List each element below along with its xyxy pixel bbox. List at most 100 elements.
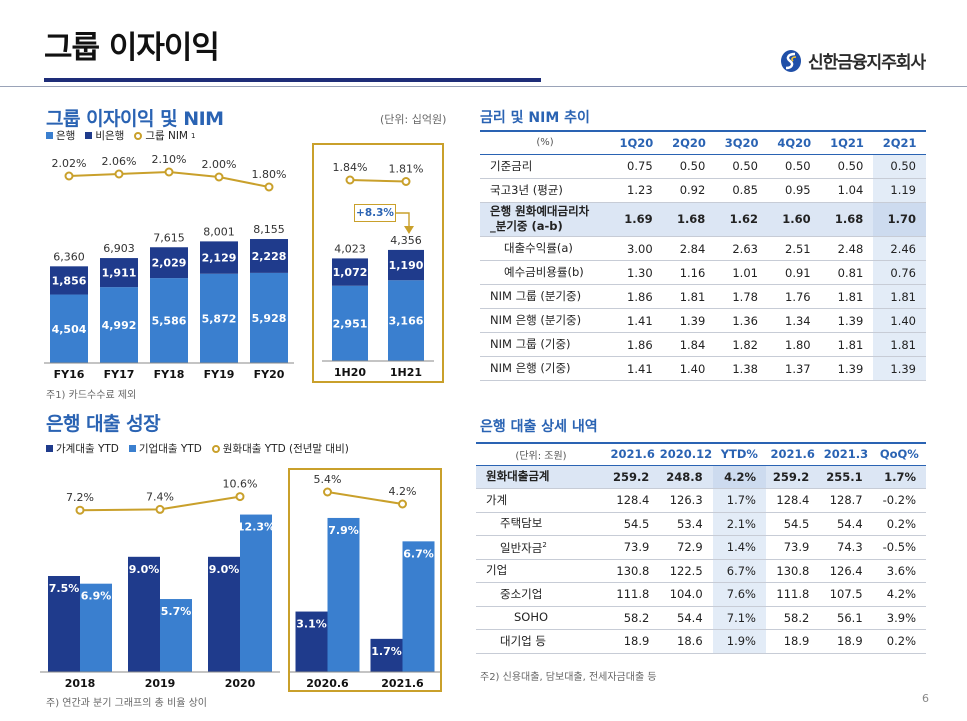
table-cell: 128.4 xyxy=(765,488,820,513)
nim-point-1H21 xyxy=(401,177,411,186)
table-cell: 1.81 xyxy=(873,332,926,358)
table-cell: 111.8 xyxy=(606,582,660,607)
legend-nonbank-label: 비은행 xyxy=(95,130,125,142)
table-cell: 1.69 xyxy=(610,202,663,238)
legend-bank: 은행 xyxy=(46,128,75,143)
nim-point-1H20 xyxy=(345,175,355,185)
bar-bank-FY20 xyxy=(250,272,288,363)
row-label: 기준금리 xyxy=(480,154,610,179)
table-cell: 0.91 xyxy=(767,260,821,286)
table-cell: 2.48 xyxy=(820,236,874,262)
krw-label-2019: 7.4% xyxy=(146,490,174,503)
row-label: 중소기업 xyxy=(476,582,606,607)
table-header-cell: 2021.3 xyxy=(819,442,873,466)
table-cell: 0.92 xyxy=(662,178,716,203)
table-row: NIM 은행 (분기중) 1.41 1.39 1.36 1.34 1.39 1.40 xyxy=(480,308,926,334)
table-cell: 1.39 xyxy=(820,308,874,334)
label-household-2020.6: 3.1% xyxy=(296,618,327,631)
table-cell: 58.2 xyxy=(765,606,820,630)
table-cell: 4.2% xyxy=(872,582,926,607)
table-cell: 54.5 xyxy=(606,512,660,536)
legend-bank-swatch xyxy=(46,132,53,139)
bar-household-2020.6 xyxy=(295,611,328,672)
label-bank-1H21: 3,166 xyxy=(389,315,424,328)
bar-bank-FY18 xyxy=(150,278,188,363)
table-cell: 73.9 xyxy=(765,535,820,560)
label-total-1H21: 4,356 xyxy=(390,234,422,247)
legend-krw-marker xyxy=(211,444,220,453)
table-cell: 0.95 xyxy=(767,178,821,203)
bar-bank-FY16 xyxy=(50,294,88,363)
label-corporate-2018: 6.9% xyxy=(81,590,112,603)
rates-table-title: 금리 및 NIM 추이 xyxy=(480,110,590,126)
row-label: NIM 은행 (분기중) xyxy=(480,308,610,334)
table-cell: 1.36 xyxy=(715,308,768,334)
table-cell: 1.60 xyxy=(767,202,821,238)
table-cell: 130.8 xyxy=(765,559,820,583)
table-cell: 73.9 xyxy=(606,535,660,560)
interest-footnote: 주1) 카드수수료 제외 xyxy=(46,390,137,401)
table-cell: 1.84 xyxy=(662,332,716,358)
table-cell: 128.4 xyxy=(606,488,660,513)
header-divider xyxy=(0,86,967,87)
table-cell: 1.16 xyxy=(662,260,716,286)
row-label: 가계 xyxy=(476,488,606,513)
table-cell: 1.39 xyxy=(873,356,926,382)
krw-label-2020.6: 5.4% xyxy=(314,473,342,486)
annual-interest-chart: 4,504 1,856 6,360 FY16 4,992 1,911 6,903 FY17 5,… xyxy=(44,153,294,381)
table-cell: 1.01 xyxy=(715,260,768,286)
interest-section-title: 그룹 이자이익 및 NIM xyxy=(46,108,224,130)
table-cell: 1.81 xyxy=(873,284,926,310)
nim-point-FY18 xyxy=(164,167,174,177)
nim-point-FY19 xyxy=(214,172,224,182)
table-cell: 1.82 xyxy=(715,332,768,358)
bar-household-2020 xyxy=(208,556,240,672)
table-cell: 2.51 xyxy=(767,236,821,262)
table-cell: 1.40 xyxy=(662,356,716,382)
legend-household-swatch xyxy=(46,445,53,452)
legend-household: 가계대출 YTD xyxy=(46,441,119,456)
row-label: 일반자금2 xyxy=(476,535,606,560)
table-row: 일반자금2 73.9 72.9 1.4% 73.9 74.3 -0.5% xyxy=(476,535,926,560)
table-cell: 1.38 xyxy=(715,356,768,382)
table-cell: 1.39 xyxy=(662,308,716,334)
bar-household-2018 xyxy=(48,576,80,672)
table-cell: 74.3 xyxy=(819,535,873,560)
row-label: 대기업 등 xyxy=(476,629,606,654)
table-cell: 54.5 xyxy=(765,512,820,536)
label-nonbank-FY20: 2,228 xyxy=(252,250,287,263)
bar-corporate-2021.6 xyxy=(402,541,435,672)
annual-loan-growth-chart: 7.5%6.9% 2018 9.0% 5.7% 2019 9.0% 12.3% 2020 7.2… xyxy=(40,478,280,690)
label-total-FY18: 7,615 xyxy=(153,231,185,244)
table-cell: 1.30 xyxy=(610,260,663,286)
table-row: 중소기업 111.8 104.0 7.6% 111.8 107.5 4.2% xyxy=(476,582,926,607)
table-cell: 18.9 xyxy=(606,629,660,654)
table-row: 기준금리 0.75 0.50 0.50 0.50 0.50 0.50 xyxy=(480,154,926,179)
label-corporate-2020.6: 7.9% xyxy=(328,524,359,537)
table-cell: 1.68 xyxy=(820,202,874,238)
legend-nonbank-swatch xyxy=(85,132,93,139)
table-cell: 107.5 xyxy=(819,582,873,607)
table-row: SOHO 58.2 54.4 7.1% 58.2 56.1 3.9% xyxy=(476,606,926,630)
label-corporate-2019: 5.7% xyxy=(161,605,192,618)
row-label: 원화대출금계 xyxy=(476,465,606,489)
label-bank-FY16: 4,504 xyxy=(52,323,87,336)
table-cell: 1.7% xyxy=(712,488,766,513)
table-row: 주택담보 54.5 53.4 2.1% 54.5 54.4 0.2% xyxy=(476,512,926,536)
table-cell: 128.7 xyxy=(819,488,873,513)
label-household-2018: 7.5% xyxy=(49,582,80,595)
label-total-FY19: 8,001 xyxy=(203,225,235,238)
table-header-cell: 2021.6 xyxy=(765,442,820,466)
table-cell: 1.81 xyxy=(820,284,874,310)
table-cell: 18.6 xyxy=(659,629,713,654)
half-year-interest-chart: 2,951 1,072 4,023 1H20 3,166 1,190 4,356 1H21 1.… xyxy=(322,161,434,379)
label-nonbank-FY17: 1,911 xyxy=(102,267,137,280)
table-cell: 126.4 xyxy=(819,559,873,583)
label-corporate-2020: 12.3% xyxy=(237,521,275,534)
loan-section-title: 은행 대출 성장 xyxy=(46,413,161,435)
krw-growth-line xyxy=(327,491,403,505)
table-cell: 1.68 xyxy=(662,202,716,238)
label-bank-1H20: 2,951 xyxy=(333,317,368,330)
table-cell: 0.50 xyxy=(820,154,874,179)
table-header-row: (단위: 조원) 2021.6 2020.12 YTD% 2021.6 2021.3 QoQ… xyxy=(476,442,926,466)
